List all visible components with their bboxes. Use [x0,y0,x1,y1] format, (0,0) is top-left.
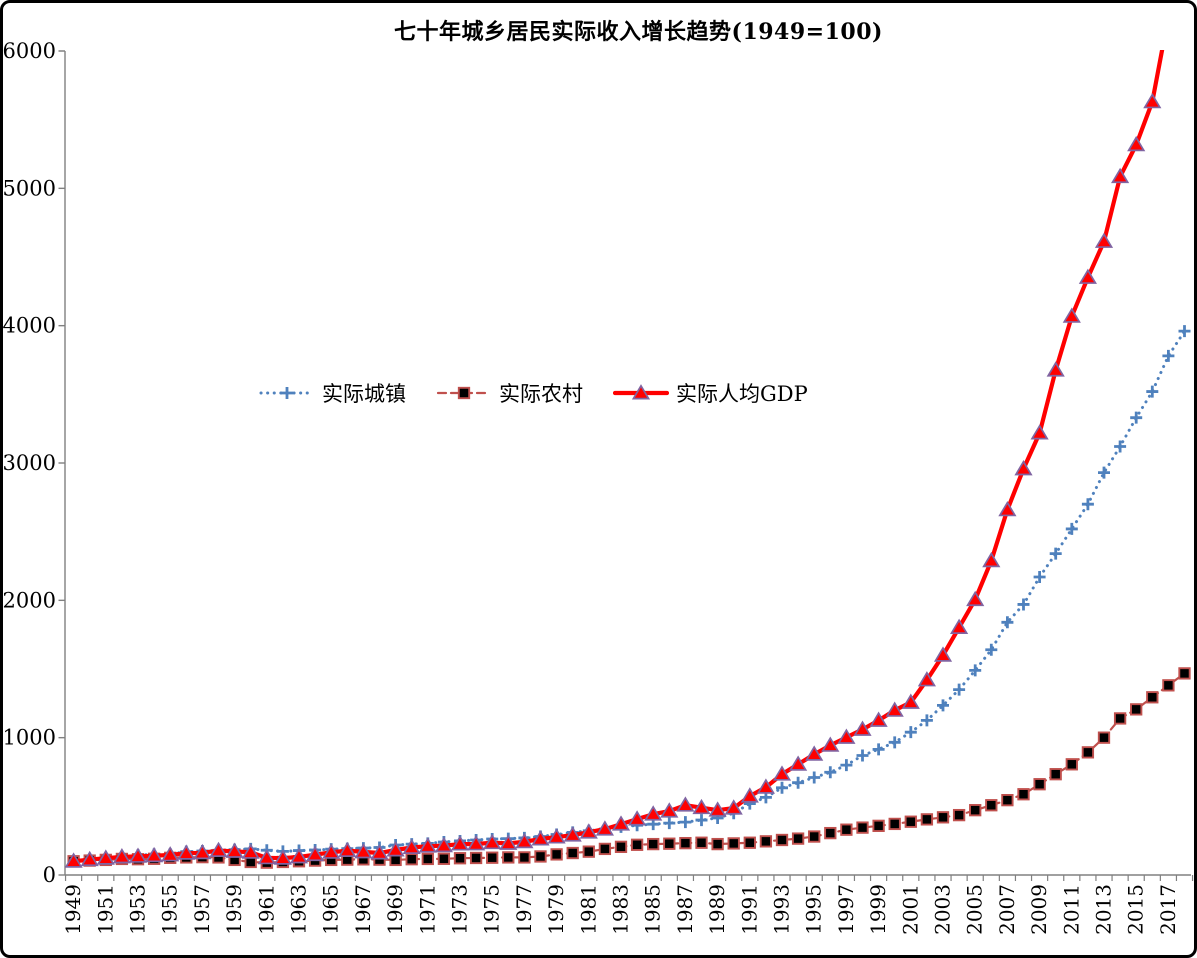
x-tick-label: 1981 [576,884,600,935]
x-tick-label: 2011 [1059,884,1083,935]
x-tick-label: 1951 [93,884,117,935]
x-tick-label: 2013 [1092,884,1116,935]
y-tick-label: 5000 [3,176,56,200]
y-tick-label: 6000 [3,39,56,63]
rural-line-sample-icon [436,386,492,400]
x-tick-label: 2001 [898,884,922,935]
x-tick-label: 2003 [931,884,955,935]
x-tick-label: 1999 [866,884,890,935]
x-tick-label: 1971 [415,884,439,935]
legend-label-urban: 实际城镇 [322,382,406,406]
x-tick-label: 1985 [641,884,665,935]
x-tick-label: 1977 [512,884,536,935]
y-tick-label: 1000 [3,726,56,750]
gdp-line-sample-icon [613,384,669,400]
x-tick-label: 1965 [319,884,343,935]
x-tick-label: 1987 [673,884,697,935]
y-tick-label: 0 [43,863,56,887]
x-tick-label: 2007 [995,884,1019,935]
x-tick-label: 1953 [126,884,150,935]
x-tick-label: 1991 [737,884,761,935]
chart-title: 七十年城乡居民实际收入增长趋势(1949=100) [394,19,883,45]
legend-item-urban: 实际城镇 [259,378,406,408]
x-tick-label: 1957 [190,884,214,935]
axes: 0 1000 2000 3000 4000 5000 6000 1949 1951 1953 195… [3,39,1194,935]
legend-label-rural: 实际农村 [499,382,583,406]
legend-item-gdp: 实际人均GDP [613,378,808,408]
x-tick-label: 2015 [1124,884,1148,935]
x-tick-label: 1973 [448,884,472,935]
x-tick-label: 1967 [351,884,375,935]
x-tick-label: 1997 [834,884,858,935]
x-tick-label: 1975 [480,884,504,935]
x-tick-label: 1995 [802,884,826,935]
urban-line-sample-icon [259,387,315,399]
legend-item-rural: 实际农村 [436,378,583,408]
legend: 实际城镇 实际农村 实际人均GDP [259,378,808,408]
x-tick-label: 2017 [1156,884,1180,935]
x-tick-label: 1963 [287,884,311,935]
y-tick-label: 4000 [3,314,56,338]
x-tick-label: 1969 [383,884,407,935]
x-tick-label: 1983 [609,884,633,935]
x-tick-label: 1959 [222,884,246,935]
x-tick-label: 1949 [61,884,85,935]
x-tick-label: 2009 [1027,884,1051,935]
line-chart-plot: 0 1000 2000 3000 4000 5000 6000 1949 1951 1953 195… [3,39,1194,935]
y-tick-label: 3000 [3,451,56,475]
x-tick-label: 2005 [963,884,987,935]
legend-label-gdp: 实际人均GDP [676,382,808,406]
x-tick-label: 1961 [254,884,278,935]
series-实际人均GDP [65,50,1165,868]
series-实际农村 [67,667,1191,869]
x-tick-label: 1979 [544,884,568,935]
x-tick-label: 1993 [770,884,794,935]
x-tick-label: 1989 [705,884,729,935]
x-tick-label: 1955 [158,884,182,935]
y-tick-label: 2000 [3,588,56,612]
